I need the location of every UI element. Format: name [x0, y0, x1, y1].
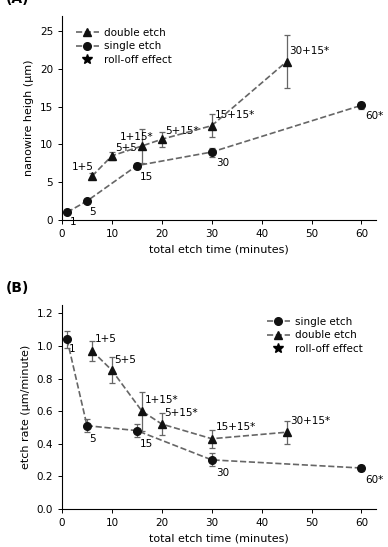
Text: 1+5: 1+5: [95, 334, 116, 345]
Text: 5+5: 5+5: [115, 143, 137, 153]
Text: 15+15*: 15+15*: [215, 109, 255, 120]
Text: 5+5: 5+5: [114, 356, 136, 365]
Text: 5: 5: [90, 207, 96, 217]
Text: 1: 1: [69, 217, 76, 227]
Text: 1+15*: 1+15*: [120, 132, 153, 142]
X-axis label: total etch time (minutes): total etch time (minutes): [149, 533, 289, 543]
Text: 15+15*: 15+15*: [216, 422, 256, 432]
Text: 5+15*: 5+15*: [165, 126, 199, 136]
Text: 15: 15: [139, 172, 152, 182]
Legend: double etch, single etch, roll-off effect: double etch, single etch, roll-off effec…: [74, 26, 173, 67]
Text: 1+5: 1+5: [72, 162, 94, 172]
Text: 15: 15: [139, 439, 152, 449]
Text: 60*: 60*: [365, 475, 384, 485]
Text: 30: 30: [216, 468, 229, 478]
X-axis label: total etch time (minutes): total etch time (minutes): [149, 245, 289, 254]
Text: 60*: 60*: [365, 112, 384, 121]
Text: 1+15*: 1+15*: [144, 394, 178, 405]
Y-axis label: etch rate (μm/minute): etch rate (μm/minute): [21, 345, 31, 469]
Text: 30+15*: 30+15*: [289, 45, 330, 56]
Text: 30: 30: [216, 158, 229, 168]
Text: 5+15*: 5+15*: [165, 408, 198, 417]
Legend: single etch, double etch, roll-off effect: single etch, double etch, roll-off effec…: [265, 315, 365, 356]
Y-axis label: nanowire heigh (μm): nanowire heigh (μm): [24, 60, 34, 176]
Text: 5: 5: [90, 434, 96, 444]
Text: (B): (B): [5, 281, 29, 295]
Text: 30+15*: 30+15*: [291, 416, 331, 426]
Text: (A): (A): [5, 0, 29, 6]
Text: 1: 1: [69, 345, 75, 354]
